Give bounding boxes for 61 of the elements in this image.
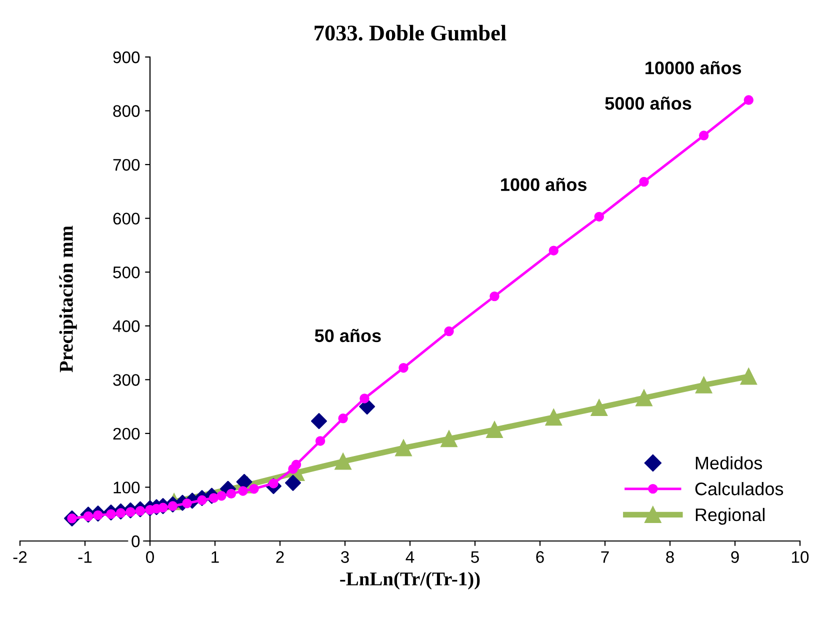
- x-tick-label: 2: [276, 551, 284, 563]
- x-tick-label: -1: [78, 551, 92, 563]
- point: [545, 408, 562, 426]
- x-tick-label: 8: [666, 551, 674, 563]
- point: [216, 490, 226, 501]
- annotation: 5000 años: [605, 96, 692, 110]
- x-axis-title: -LnLn(Tr/(Tr-1)): [340, 572, 480, 590]
- point: [594, 212, 604, 222]
- x-tick-label: 10: [792, 551, 809, 563]
- point: [636, 390, 652, 406]
- point: [315, 436, 326, 446]
- y-axis-title: Precipitación mm: [59, 226, 77, 372]
- x-tick-label: 5: [471, 551, 479, 563]
- legend-label: Calculados: [695, 482, 784, 496]
- point: [698, 130, 709, 140]
- x-tick-label: 6: [536, 551, 544, 563]
- point: [548, 246, 559, 256]
- point: [744, 95, 754, 105]
- point: [338, 414, 348, 424]
- x-tick-label: 0: [146, 551, 154, 563]
- annotation: 10000 años: [646, 61, 742, 74]
- point: [395, 440, 412, 456]
- point: [249, 484, 259, 494]
- y-tick-label: 400: [112, 320, 140, 332]
- x-tick-label: 3: [341, 551, 349, 563]
- point: [285, 474, 301, 491]
- legend-label: Medidos: [696, 456, 762, 470]
- y-tick-label: 600: [113, 212, 140, 225]
- y-tick-label: 900: [113, 51, 140, 64]
- point: [444, 326, 454, 336]
- x-tick-label: -2: [13, 551, 27, 563]
- y-tick-label: 200: [113, 428, 140, 440]
- x-tick-label: 9: [731, 551, 739, 563]
- point: [236, 474, 252, 490]
- annotation: 50 años: [314, 328, 381, 342]
- annotation: 1000 años: [501, 178, 587, 192]
- point: [695, 376, 712, 394]
- point: [486, 421, 503, 438]
- point: [440, 430, 458, 448]
- point: [238, 486, 248, 496]
- point: [398, 362, 408, 373]
- point: [311, 413, 327, 430]
- legend-label: Regional: [696, 508, 764, 525]
- point: [291, 460, 302, 470]
- x-tick-label: 1: [212, 551, 219, 563]
- y-tick-label: 500: [113, 266, 140, 278]
- point: [360, 394, 370, 404]
- x-tick-label: 4: [406, 551, 414, 563]
- point: [490, 291, 500, 302]
- chart-title: 7033. Doble Gumbel: [314, 24, 506, 41]
- point: [334, 453, 352, 470]
- point: [639, 176, 649, 187]
- y-tick-label: 800: [113, 105, 140, 117]
- y-tick-label: 700: [113, 158, 140, 171]
- point: [740, 368, 757, 385]
- y-tick-label: 100: [114, 482, 140, 494]
- point: [590, 399, 608, 416]
- x-tick-label: 7: [601, 551, 609, 563]
- y-tick-label: 0: [132, 535, 140, 548]
- point: [158, 502, 168, 513]
- y-tick-label: 300: [113, 374, 140, 386]
